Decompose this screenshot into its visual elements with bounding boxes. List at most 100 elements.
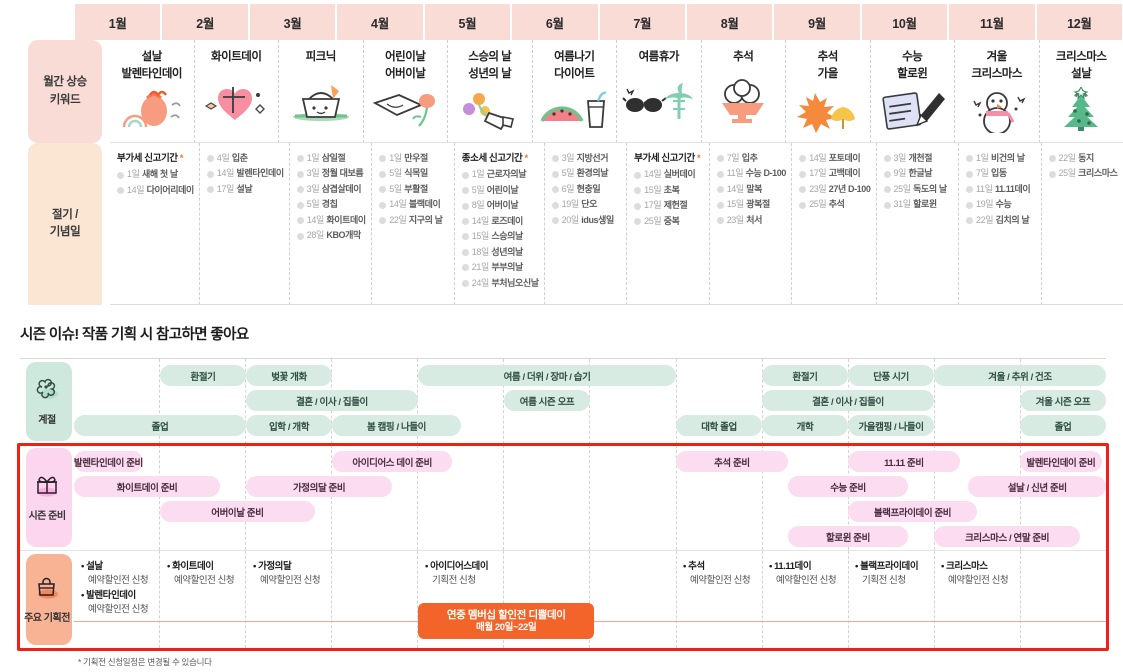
bullet-dot bbox=[966, 155, 974, 163]
keyword-cell-5: 스승의 날 성년의 날 bbox=[448, 40, 533, 143]
day-label: 25일 bbox=[809, 199, 827, 210]
keyword-title: 겨울 크리스마스 bbox=[971, 51, 1023, 80]
anniversary-item: 22일 동지 bbox=[1048, 151, 1119, 166]
bullet-dot bbox=[379, 217, 387, 225]
anniversary-list: 4일 입춘 14일 발렌타인데이 17일 설날 bbox=[200, 143, 289, 197]
bullet-dot bbox=[551, 170, 559, 178]
keyword-title: 화이트데이 bbox=[211, 51, 262, 63]
event-name: 부부의날 bbox=[491, 262, 523, 273]
month-column-10 bbox=[849, 359, 935, 444]
event-name: 처서 bbox=[746, 214, 763, 225]
season-pill: 가을캠핑 / 나들이 bbox=[848, 415, 934, 436]
month-column-12 bbox=[1021, 551, 1106, 648]
event-name: 어버이날 bbox=[486, 200, 519, 211]
season-pill: 겨울 시즌 오프 bbox=[1020, 390, 1106, 411]
anniversary-item: 1일 근로자의날 bbox=[461, 167, 539, 182]
event-name: 중복 bbox=[663, 215, 680, 226]
month-column-6 bbox=[504, 445, 591, 550]
flower-icon bbox=[34, 378, 60, 407]
anniversary-item: 24일 부처님오신날 bbox=[461, 276, 539, 291]
bullet-dot bbox=[461, 233, 469, 241]
day-label: 21일 bbox=[471, 262, 489, 273]
bullet-dot bbox=[379, 155, 387, 163]
day-label: 1일 bbox=[127, 169, 140, 180]
event-name: 현충일 bbox=[576, 183, 601, 194]
bullet-dot bbox=[1048, 155, 1056, 163]
banner-subtitle: 매월 20일~22일 bbox=[476, 621, 537, 633]
event-name: 지방선거 bbox=[576, 153, 609, 163]
month-column-6 bbox=[504, 359, 591, 444]
promo-action: 예약할인전 신청 bbox=[690, 575, 751, 587]
day-label: 28일 bbox=[306, 230, 324, 241]
anniversary-list: 3일 개천절 9일 한글날 25일 독도의 날 31일 할로윈 bbox=[877, 143, 959, 213]
bullet-dot bbox=[379, 201, 387, 209]
anniversary-item: 14일 포토데이 bbox=[799, 151, 870, 166]
month-header-row: 1월 2월 3월 4월 5월 6월 7월 8월 9월 10월 11월 12월 bbox=[0, 4, 1123, 40]
day-label: 25일 bbox=[893, 183, 911, 194]
month-header-11: 11월 bbox=[949, 4, 1035, 40]
anniversary-item: 1일 만우절 bbox=[379, 151, 449, 166]
event-name: 다이어리데이 bbox=[146, 184, 195, 195]
day-label: 14일 bbox=[306, 214, 324, 225]
anniversary-item: 1일 새해 첫 날 bbox=[117, 167, 194, 182]
day-label: 7일 bbox=[976, 168, 989, 179]
notebook-pen-icon bbox=[871, 82, 955, 142]
anniversary-cell-10: 3일 개천절 9일 한글날 25일 독도의 날 31일 할로윈 bbox=[876, 143, 960, 305]
anniversary-item: 1일 삼일절 bbox=[296, 151, 367, 166]
keyword-cell-10: 수능 할로윈 bbox=[870, 40, 955, 143]
prep-pill: 크리스마스 / 연말 준비 bbox=[934, 526, 1081, 547]
day-label: 15일 bbox=[726, 199, 744, 210]
bullet-dot bbox=[716, 170, 724, 178]
bullet-dot bbox=[716, 186, 724, 194]
month-header-8: 8월 bbox=[686, 4, 773, 40]
row-label-promo: 주요 기획전 bbox=[20, 551, 74, 648]
anniversary-item: 14일 발렌타인데이 bbox=[206, 166, 284, 181]
bullet-dot bbox=[461, 187, 469, 195]
month-column-5 bbox=[418, 551, 505, 648]
anniversary-cell-8: 7일 입추 11일 수능 D-100 14일 말복 15일 광복절 23일 처서 bbox=[709, 143, 793, 305]
promo-name: 설날 bbox=[81, 560, 160, 574]
keyword-title: 추석 가을 bbox=[817, 51, 839, 80]
day-label: 17일 bbox=[809, 168, 827, 179]
promo-action: 예약할인전 신청 bbox=[88, 603, 149, 615]
day-label: 5일 bbox=[389, 168, 402, 179]
anniversary-item: 31일 할로윈 bbox=[883, 197, 954, 212]
bullet-dot bbox=[716, 155, 724, 163]
event-name: 실버데이 bbox=[663, 169, 696, 180]
day-label: 1일 bbox=[471, 169, 485, 180]
day-label: 23일 bbox=[726, 214, 744, 225]
day-label: 5일 bbox=[306, 199, 320, 210]
tax-period-header: 부가세 신고기간 * bbox=[117, 153, 183, 164]
month-header-4: 4월 bbox=[337, 4, 423, 40]
anniversary-list: 3일 지방선거 5일 환경의날 6일 현충일 19일 단오 20일 idus생일 bbox=[545, 143, 627, 228]
anniversary-item: 14일 화이트데이 bbox=[296, 213, 367, 228]
membership-sale-banner[interactable]: 연중 멤버십 할인전 디쁠데이 매월 20일~22일 bbox=[418, 603, 595, 639]
snowman-icon bbox=[955, 82, 1039, 142]
keyword-row: 월간 상승 키워드 설날 발렌타인데이 화이트데이 피크닉 어린이날 어버이날 스승의 … bbox=[0, 40, 1123, 143]
month-column-7 bbox=[590, 359, 677, 444]
anniversary-item: 23일 27년 D-100 bbox=[799, 182, 871, 197]
month-column-2 bbox=[160, 359, 247, 444]
bullet-dot bbox=[716, 217, 724, 225]
event-name: idus생일 bbox=[581, 214, 614, 225]
anniversary-item: 19일 단오 bbox=[551, 197, 622, 212]
promo-action: 기획전 신청 bbox=[862, 575, 906, 587]
bullet-dot bbox=[206, 155, 214, 163]
event-name: 27년 D-100 bbox=[828, 183, 871, 194]
month-column-4 bbox=[332, 445, 419, 550]
anniversary-item: 8일 어버이날 bbox=[461, 198, 539, 213]
event-name: 추석 bbox=[828, 199, 845, 210]
heart-candy-icon bbox=[195, 66, 279, 142]
picnic-basket-icon bbox=[279, 66, 363, 142]
day-label: 31일 bbox=[893, 199, 911, 210]
section-title: 시즌 이슈! 작품 기획 시 참고하면 좋아요 bbox=[20, 327, 249, 343]
event-name: 부처님오신날 bbox=[491, 277, 539, 288]
season-pill: 결혼 / 이사 / 집들이 bbox=[246, 390, 418, 411]
anniversary-item: 5일 환경의날 bbox=[551, 166, 622, 181]
anniversary-item: 15일 스승의날 bbox=[461, 229, 539, 244]
